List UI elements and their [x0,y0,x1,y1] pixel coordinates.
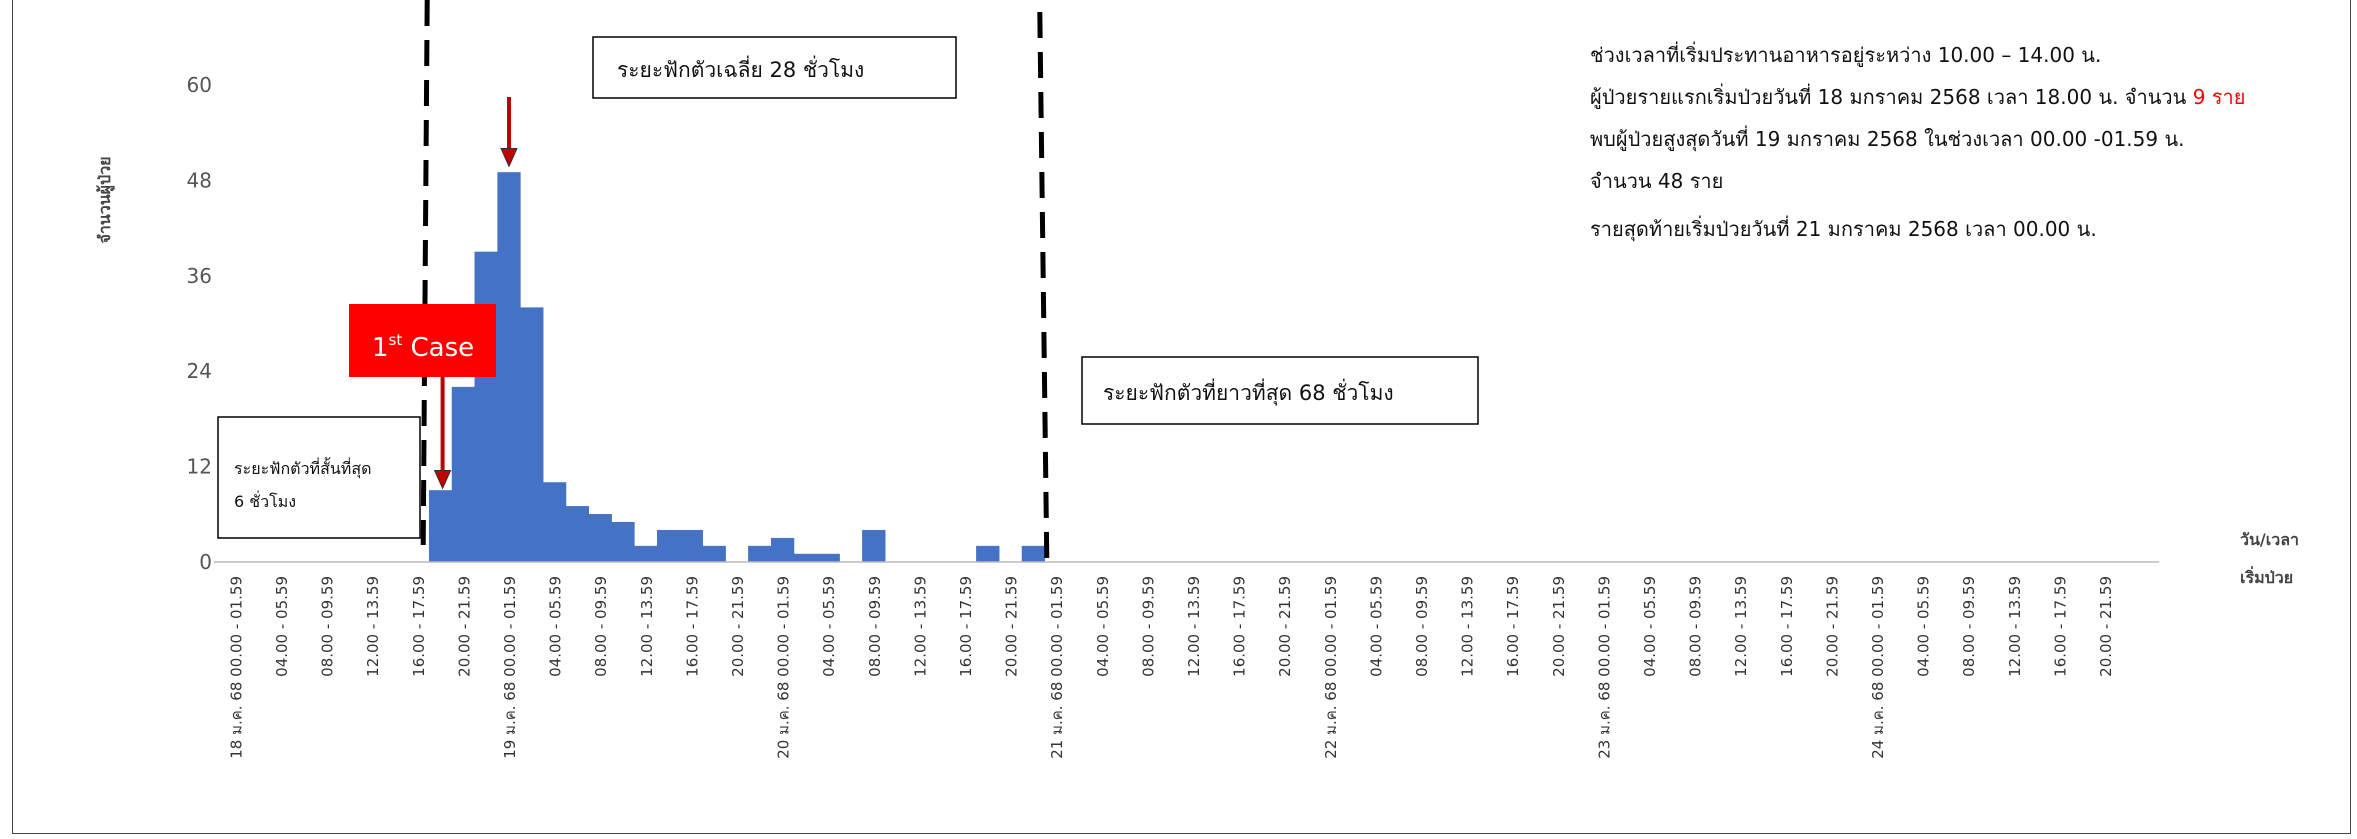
x-tick-label: 16.00 - 17.59 [1504,576,1522,677]
y-tick-labels: 0 12 24 36 48 60 [187,73,212,574]
y-tick-label: 12 [187,455,212,479]
x-tick-label: 22 ม.ค. 68 00.00 - 01.59 [1322,576,1340,759]
bar [816,553,840,563]
bar [542,482,567,563]
bar [451,386,476,563]
x-tick-label: 12.00 - 13.59 [1732,576,1750,677]
x-tick-label: 12.00 - 13.59 [638,576,656,677]
bar-series [428,172,1046,563]
y-tick-label: 36 [187,264,212,288]
note-line-3: พบผู้ป่วยสูงสุดวันที่ 19 มกราคม 2568 ในช… [1590,125,2185,152]
x-tick-label: 08.00 - 09.59 [1139,576,1157,677]
bar [611,522,635,563]
average-incubation-text: ระยะฟักตัวเฉลี่ย 28 ชั่วโมง [617,55,864,82]
exposure-start-dashed-line [420,0,430,546]
x-tick-label: 21 ม.ค. 68 00.00 - 01.59 [1048,576,1066,759]
x-tick-label: 18 ม.ค. 68 00.00 - 01.59 [227,576,245,759]
arrow-head [500,147,518,168]
y-tick-label: 0 [199,550,212,574]
first-case-box [349,304,496,377]
x-tick-label: 08.00 - 09.59 [1413,576,1431,677]
shortest-incubation-line1: ระยะฟักตัวที่สั้นที่สุด [234,457,372,479]
x-tick-label: 08.00 - 09.59 [319,576,337,677]
x-tick-label: 23 ม.ค. 68 00.00 - 01.59 [1595,576,1613,759]
x-tick-label: 04.00 - 05.59 [820,576,838,677]
x-tick-label: 04.00 - 05.59 [1367,576,1385,677]
x-tick-label: 08.00 - 09.59 [592,576,610,677]
x-tick-label: 16.00 - 17.59 [1778,576,1796,677]
x-tick-label: 08.00 - 09.59 [1960,576,1978,677]
bar [565,506,590,563]
x-tick-label: 04.00 - 05.59 [1641,576,1659,677]
bar [793,553,818,563]
y-tick-label: 48 [187,168,212,192]
bar [634,545,658,563]
x-tick-label: 12.00 - 13.59 [364,576,382,677]
bar [588,514,612,563]
arrow-head [433,469,452,490]
longest-incubation-text: ระยะฟักตัวที่ยาวที่สุด 68 ชั่วโมง [1103,378,1394,406]
note-line-2: ผู้ป่วยรายแรกเริ่มป่วยวันที่ 18 มกราคม 2… [1590,83,2245,110]
bar [520,307,544,563]
peak-arrow [500,97,518,168]
x-tick-label: 12.00 - 13.59 [911,576,929,677]
shortest-incubation-box: ระยะฟักตัวที่สั้นที่สุด 6 ชั่วโมง [217,416,421,539]
x-tick-label: 20.00 - 21.59 [455,576,473,677]
bar [497,172,521,563]
bar [702,545,726,563]
summary-notes: ช่วงเวลาที่เริ่มประทานอาหารอยู่ระหว่าง 1… [1590,41,2245,242]
bar [748,545,772,563]
x-tick-label: 20.00 - 21.59 [1823,576,1841,677]
x-tick-label: 20.00 - 21.59 [2097,576,2115,677]
x-tick-label: 16.00 - 17.59 [1231,576,1249,677]
bar [428,490,453,563]
x-tick-label: 16.00 - 17.59 [957,576,975,677]
x-tick-labels: 18 ม.ค. 68 00.00 - 01.59 04.00 - 05.59 08.… [227,576,2115,759]
x-axis-label-line1: วัน/เวลา [2240,530,2299,549]
x-tick-label: 16.00 - 17.59 [2051,576,2069,677]
x-tick-label: 20 ม.ค. 68 00.00 - 01.59 [775,576,793,759]
x-tick-label: 04.00 - 05.59 [1915,576,1933,677]
longest-incubation-dashed-line [1037,11,1050,561]
first-case-text: 1st Case [372,331,474,363]
average-incubation-box: ระยะฟักตัวเฉลี่ย 28 ชั่วโมง [592,36,957,99]
note-line-5: รายสุดท้ายเริ่มป่วยวันที่ 21 มกราคม 2568… [1590,215,2097,242]
x-tick-label: 20.00 - 21.59 [1003,576,1021,677]
y-tick-label: 60 [187,73,212,97]
first-case-arrow [433,377,452,490]
x-tick-label: 20.00 - 21.59 [1276,576,1294,677]
bar [656,529,681,563]
x-tick-label: 12.00 - 13.59 [1185,576,1203,677]
x-tick-label: 16.00 - 17.59 [410,576,428,677]
bar [770,537,795,563]
note-line-1: ช่วงเวลาที่เริ่มประทานอาหารอยู่ระหว่าง 1… [1590,41,2101,68]
x-tick-label: 08.00 - 09.59 [866,576,884,677]
bar [862,529,886,563]
bar [976,545,1000,563]
y-axis-label: จำนวนผู้ป่วย [95,156,116,243]
first-case-label: 1st Case [349,304,496,377]
x-tick-label: 16.00 - 17.59 [683,576,701,677]
note-line-4: จำนวน 48 ราย [1590,169,1723,193]
longest-incubation-box: ระยะฟักตัวที่ยาวที่สุด 68 ชั่วโมง [1081,356,1479,425]
x-tick-label: 20.00 - 21.59 [729,576,747,677]
y-tick-label: 24 [187,359,212,383]
x-tick-label: 19 ม.ค. 68 00.00 - 01.59 [501,576,519,759]
x-tick-label: 20.00 - 21.59 [1550,576,1568,677]
shortest-incubation-line2: 6 ชั่วโมง [234,490,296,511]
bar [1021,545,1046,563]
x-tick-label: 08.00 - 09.59 [1687,576,1705,677]
bar [679,529,704,563]
x-tick-label: 24 ม.ค. 68 00.00 - 01.59 [1869,576,1887,759]
x-tick-label: 12.00 - 13.59 [1459,576,1477,677]
x-tick-label: 04.00 - 05.59 [1094,576,1112,677]
bar [474,251,498,563]
x-tick-label: 04.00 - 05.59 [273,576,291,677]
x-tick-label: 12.00 - 13.59 [2006,576,2024,677]
x-axis-label-line2: เริ่มป่วย [2240,566,2293,587]
x-tick-label: 04.00 - 05.59 [547,576,565,677]
